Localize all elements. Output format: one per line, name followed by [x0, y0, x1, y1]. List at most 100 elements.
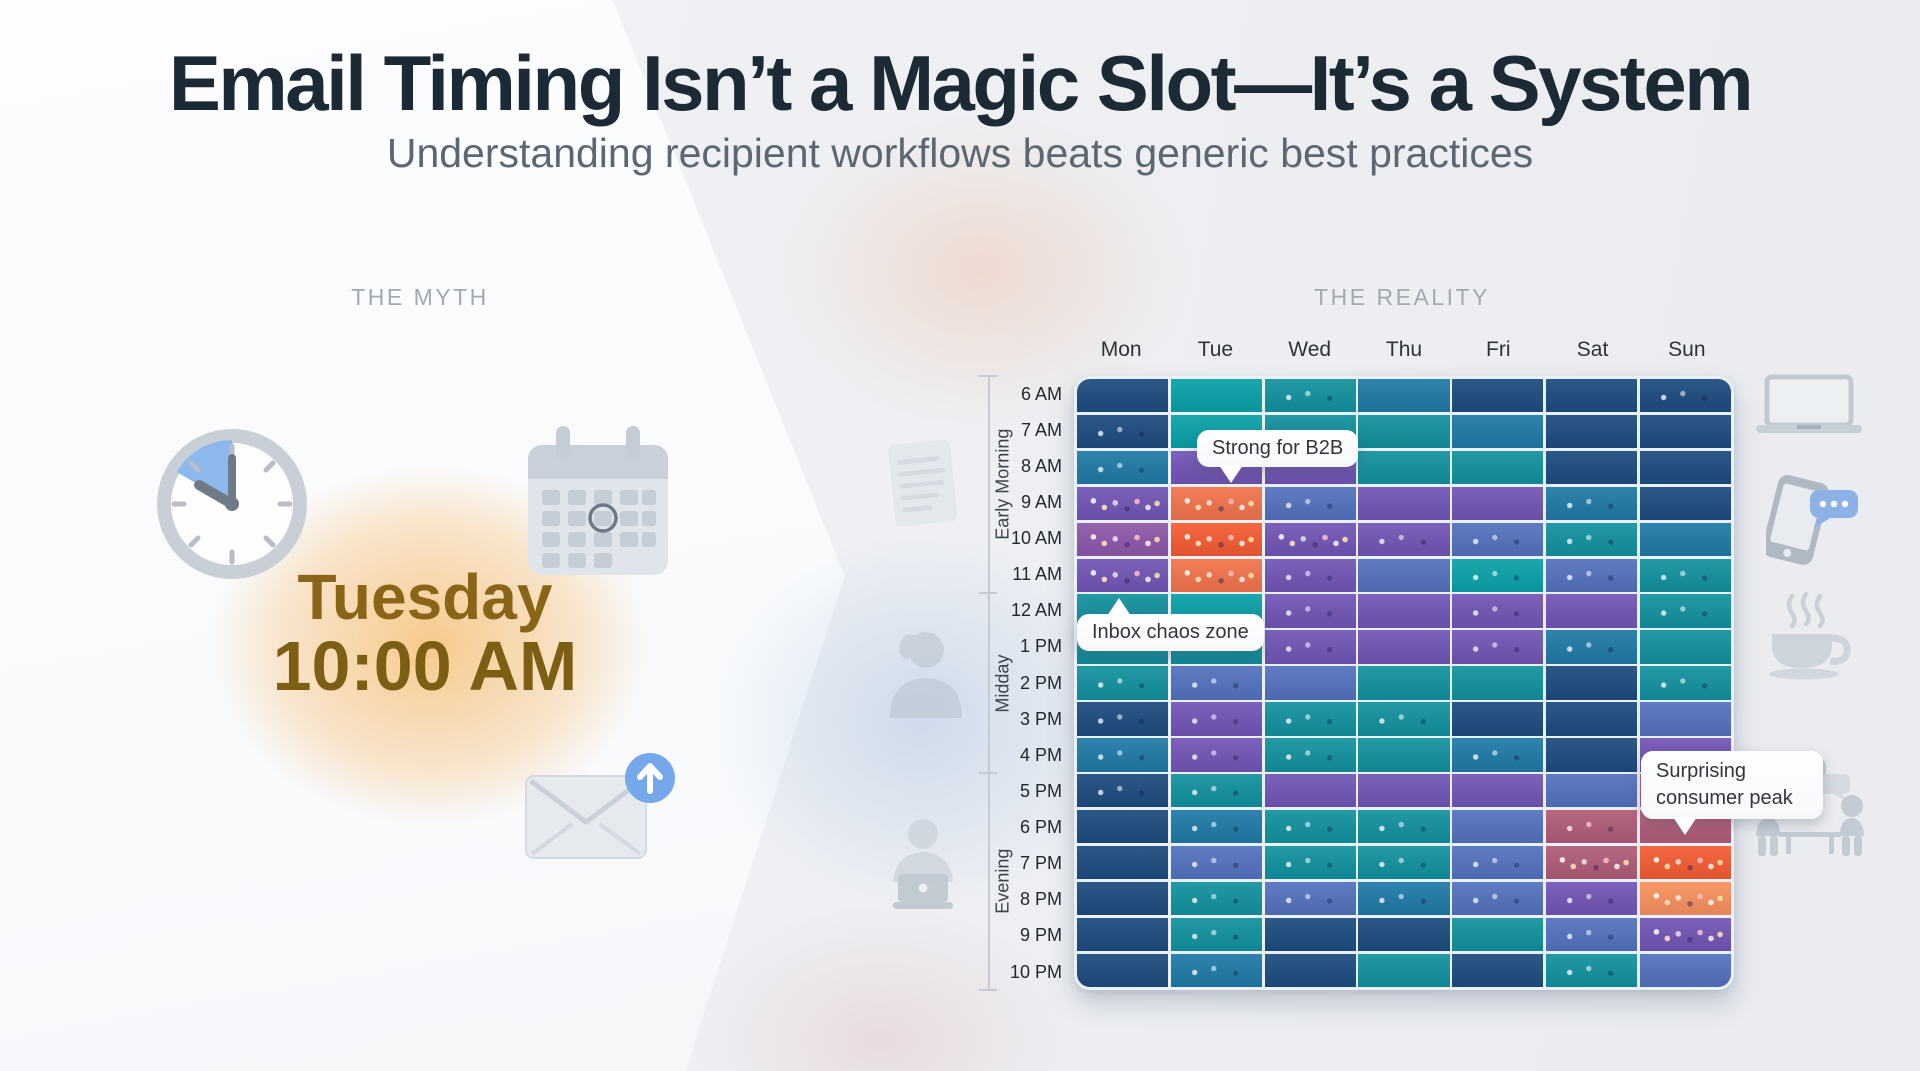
hour-label: 3 PM: [1019, 708, 1062, 729]
hour-label: 8 PM: [1019, 889, 1062, 910]
heatmap-cell: [1077, 666, 1169, 700]
heatmap-cell: [1639, 522, 1731, 557]
heatmap-cell: [1545, 953, 1638, 987]
heatmap-cell: [1170, 702, 1263, 736]
myth-day: Tuesday: [297, 561, 553, 633]
heatmap-cell: [1452, 486, 1544, 521]
hour-label: 5 PM: [1019, 780, 1062, 801]
heatmap-cell: [1264, 630, 1356, 664]
heatmap-cell: [1077, 379, 1169, 413]
day-label: Thu: [1385, 338, 1423, 361]
hour-label: 7 PM: [1019, 853, 1062, 874]
row-group-axis: [988, 376, 990, 990]
hour-label: 1 PM: [1019, 636, 1062, 657]
heatmap-cell: [1545, 917, 1638, 952]
heatmap-cell: [1452, 702, 1544, 736]
heatmap-cell: [1639, 558, 1731, 592]
heatmap-cell: [1170, 774, 1263, 808]
heatmap-cell: [1358, 809, 1450, 844]
heatmap-cell: [1358, 486, 1450, 521]
callout-tail: [1219, 465, 1243, 483]
clock-icon: [157, 429, 307, 579]
hour-label: 8 AM: [1020, 455, 1062, 476]
heatmap-cell: [1077, 917, 1169, 952]
heatmap-cell: [1452, 414, 1544, 449]
heatmap-cell: [1545, 845, 1638, 880]
heatmap-cell: [1545, 379, 1638, 413]
callout-strong-for-b2b: Strong for B2B: [1197, 430, 1359, 483]
send-email-icon: [525, 753, 675, 859]
heatmap-cell: [1452, 450, 1544, 485]
callout-tail: [1107, 598, 1131, 616]
day-label: Sun: [1668, 338, 1706, 361]
heatmap-cell: [1452, 845, 1544, 880]
reality-section-label: THE REALITY: [1314, 284, 1490, 310]
axis-tick: [979, 989, 997, 991]
heatmap-cell: [1170, 379, 1263, 413]
hour-label: 9 AM: [1020, 491, 1062, 512]
callout-text: Inbox chaos zone: [1092, 621, 1249, 643]
heatmap-cell: [1264, 953, 1356, 987]
heatmap-cell: [1170, 809, 1263, 844]
heatmap-cell: [1077, 809, 1169, 844]
hour-label: 10 AM: [1010, 528, 1062, 549]
coffee-icon: [1769, 592, 1851, 680]
heatmap-cell: [1358, 953, 1450, 987]
heatmap-cell: [1452, 881, 1544, 916]
heatmap-cell: [1077, 486, 1169, 521]
group-label: Evening: [992, 849, 1013, 915]
heatmap-cell: [1639, 486, 1731, 521]
heatmap: [1074, 376, 1734, 990]
heatmap-cell: [1358, 379, 1450, 413]
heatmap-cell: [1358, 522, 1450, 557]
heatmap-cell: [1264, 809, 1356, 844]
calendar-icon: [528, 426, 668, 575]
hour-label: 2 PM: [1019, 672, 1062, 693]
heatmap-cell: [1077, 738, 1169, 772]
hour-label: 9 PM: [1019, 925, 1062, 946]
heatmap-cell: [1358, 594, 1450, 628]
heatmap-cell: [1170, 881, 1263, 916]
heatmap-cell: [1170, 917, 1263, 952]
heatmap-cell: [1358, 738, 1450, 772]
callout-text: Surprising consumer peak: [1656, 760, 1793, 809]
heatmap-cell: [1545, 809, 1638, 844]
heatmap-cell: [1170, 845, 1263, 880]
hour-labels: 6 AM 7 AM 8 AM 9 AM 10 AM 11 AM 12 AM 1 PM 2 PM 3…: [962, 376, 1062, 990]
heatmap-cell: [1452, 666, 1544, 700]
heatmap-cell: [1452, 953, 1544, 987]
hour-label: 6 AM: [1020, 383, 1062, 404]
heatmap-cell: [1545, 630, 1638, 664]
axis-tick: [979, 772, 997, 775]
heatmap-cell: [1170, 738, 1263, 772]
page-title: Email Timing Isn’t a Magic Slot—It’s a S…: [168, 39, 1754, 127]
heatmap-cell: [1639, 917, 1731, 952]
heatmap-cell: [1545, 414, 1638, 449]
heatmap-cell: [1264, 594, 1356, 628]
heatmap-cell: [1264, 486, 1356, 521]
heatmap-cell: [1077, 702, 1169, 736]
person-icon: [890, 632, 962, 718]
heatmap-cell: [1170, 953, 1263, 987]
hour-label: 10 PM: [1009, 961, 1062, 982]
hour-label: 7 AM: [1020, 419, 1062, 440]
page-subtitle: Understanding recipient workflows beats …: [386, 130, 1534, 176]
heatmap-cell: [1077, 558, 1169, 592]
heatmap-cell: [1358, 845, 1450, 880]
heatmap-cell: [1358, 414, 1450, 449]
heatmap-cell: [1545, 738, 1638, 772]
axis-tick: [979, 375, 997, 377]
heatmap-cell: [1452, 738, 1544, 772]
heatmap-cell: [1545, 881, 1638, 916]
heatmap-cell: [1452, 917, 1544, 952]
hour-label: 4 PM: [1019, 744, 1062, 765]
heatmap-cell: [1452, 594, 1544, 628]
heatmap-cell: [1358, 666, 1450, 700]
heatmap-cell: [1639, 666, 1731, 700]
group-label: Early Morning: [992, 428, 1013, 540]
heatmap-cell: [1452, 774, 1544, 808]
heatmap-cell: [1170, 558, 1263, 592]
heatmap-cell: [1077, 953, 1169, 987]
heatmap-cell: [1639, 594, 1731, 628]
day-label: Fri: [1486, 338, 1511, 361]
